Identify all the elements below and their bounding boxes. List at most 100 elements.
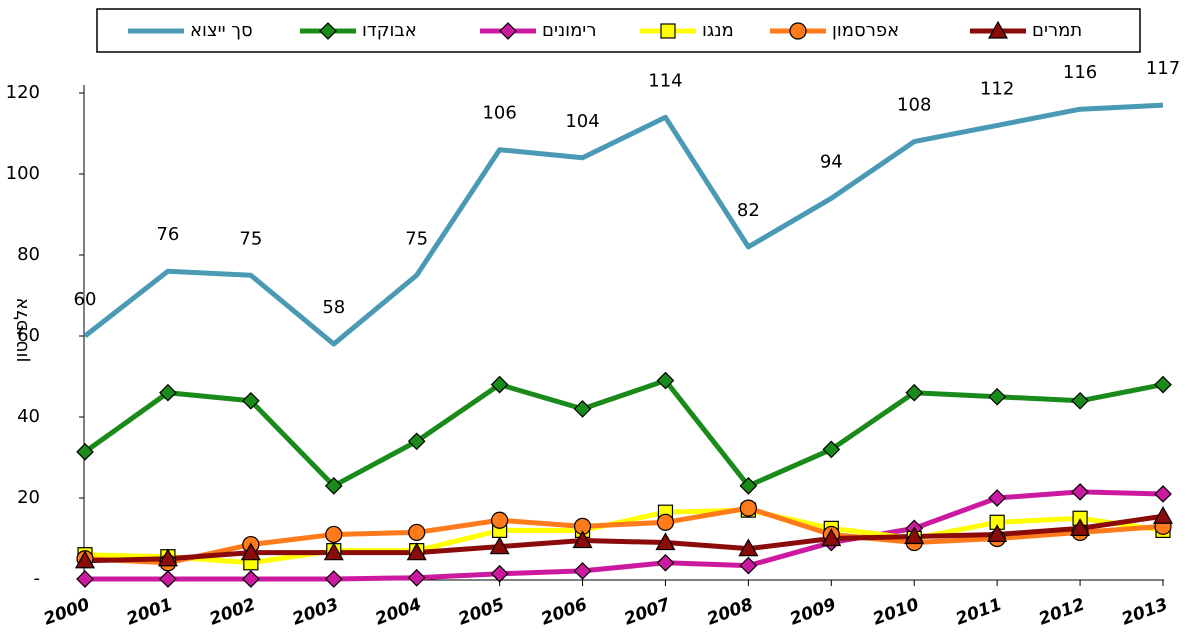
series-line xyxy=(85,489,1164,582)
data-label: 106 xyxy=(482,103,516,124)
marker xyxy=(159,383,177,402)
x-tick-label: 2003 xyxy=(290,595,341,630)
marker xyxy=(656,513,675,531)
x-tick-label: 2006 xyxy=(539,595,590,630)
y-tick-label: 60 xyxy=(17,325,40,346)
marker xyxy=(1152,506,1174,524)
marker xyxy=(905,383,924,402)
marker xyxy=(159,570,177,588)
marker xyxy=(319,22,337,40)
marker xyxy=(739,556,758,575)
legend-label: רימונים xyxy=(542,20,597,41)
x-tick-label: 2010 xyxy=(870,595,921,630)
legend-label: תמרים xyxy=(1032,20,1082,41)
marker xyxy=(739,499,757,517)
x-tick-label: 2009 xyxy=(787,595,838,630)
data-label: 114 xyxy=(648,70,682,91)
series-line xyxy=(83,102,1164,347)
data-label: 112 xyxy=(980,78,1014,99)
marker xyxy=(821,528,842,547)
marker xyxy=(76,442,94,461)
data-label: 75 xyxy=(239,228,262,249)
marker xyxy=(822,440,841,459)
marker xyxy=(1071,483,1089,501)
marker xyxy=(656,371,675,390)
marker xyxy=(323,542,344,561)
legend-label: מנגו xyxy=(702,20,734,41)
x-tick-label: 2001 xyxy=(124,595,175,630)
x-tick-label: 2004 xyxy=(373,595,424,630)
legend-box xyxy=(96,8,1141,53)
marker xyxy=(491,511,509,529)
x-tick-label: 2005 xyxy=(456,595,507,630)
series-line xyxy=(83,378,1164,489)
marker xyxy=(241,570,260,588)
x-tick-label: 2007 xyxy=(622,595,673,630)
x-tick-label: 2013 xyxy=(1119,595,1170,630)
marker xyxy=(324,570,343,588)
legend-label: אפרסמון xyxy=(832,20,899,41)
marker xyxy=(655,532,676,551)
x-tick-label: 2002 xyxy=(207,595,258,630)
y-tick-label: 40 xyxy=(17,406,40,427)
data-label: 75 xyxy=(405,228,428,249)
data-label: 116 xyxy=(1063,62,1097,83)
y-tick-label: 120 xyxy=(6,82,40,103)
marker xyxy=(660,23,676,39)
legend-label: אבוקדו xyxy=(362,20,417,41)
marker xyxy=(988,489,1007,507)
marker xyxy=(739,477,758,495)
marker xyxy=(988,387,1007,406)
series-line xyxy=(84,505,1164,566)
marker xyxy=(407,432,426,451)
marker xyxy=(1070,518,1091,536)
data-label: 117 xyxy=(1146,58,1180,79)
marker xyxy=(1154,485,1172,503)
marker xyxy=(240,542,261,561)
series-line xyxy=(84,507,1164,566)
x-tick-label: 2008 xyxy=(704,595,755,630)
marker xyxy=(1071,391,1089,410)
marker xyxy=(325,525,343,544)
data-label: 76 xyxy=(156,224,179,245)
marker xyxy=(489,536,510,555)
marker xyxy=(499,22,517,40)
marker xyxy=(407,568,426,587)
data-label: 108 xyxy=(897,95,931,116)
data-label: 104 xyxy=(565,111,599,132)
y-axis-label: אלפי טון xyxy=(11,298,32,363)
y-tick-label: 20 xyxy=(17,487,40,508)
marker xyxy=(490,564,509,583)
marker xyxy=(406,542,427,561)
x-tick-label: 2000 xyxy=(41,595,92,630)
marker xyxy=(738,538,759,557)
y-tick-label: 80 xyxy=(17,244,40,265)
marker xyxy=(157,548,178,567)
marker xyxy=(241,391,260,410)
series-line xyxy=(84,513,1164,564)
marker xyxy=(573,562,592,580)
legend-label: סך ייצוא xyxy=(190,20,253,41)
marker xyxy=(408,523,426,542)
marker xyxy=(1154,375,1172,394)
marker xyxy=(490,375,509,394)
data-label: 94 xyxy=(820,151,843,172)
data-label: 82 xyxy=(737,200,760,221)
marker xyxy=(324,477,343,495)
marker xyxy=(987,524,1008,543)
y-tick-label: - xyxy=(34,568,41,589)
marker xyxy=(572,530,593,549)
y-tick-label: 100 xyxy=(6,163,40,184)
data-label: 58 xyxy=(322,297,345,318)
marker xyxy=(904,526,925,545)
marker xyxy=(987,20,1009,39)
marker xyxy=(789,22,807,40)
marker xyxy=(573,400,592,418)
marker xyxy=(656,553,675,572)
marker xyxy=(76,570,94,588)
marker xyxy=(74,550,96,569)
x-tick-label: 2012 xyxy=(1036,595,1087,630)
x-tick-label: 2011 xyxy=(953,595,1004,630)
data-label: 60 xyxy=(74,289,97,310)
